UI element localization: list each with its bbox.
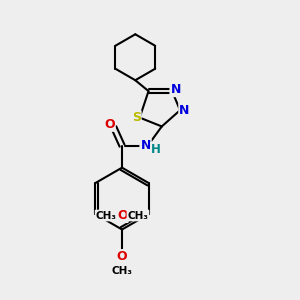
Text: CH₃: CH₃ [96,211,117,220]
Text: O: O [104,118,115,131]
Text: O: O [116,209,127,222]
Text: N: N [170,83,181,96]
Text: O: O [117,250,127,263]
Text: CH₃: CH₃ [112,266,133,276]
Text: N: N [179,104,190,117]
Text: CH₃: CH₃ [128,211,148,220]
Text: N: N [140,139,151,152]
Text: S: S [132,111,141,124]
Text: O: O [117,209,128,222]
Text: H: H [151,142,161,156]
